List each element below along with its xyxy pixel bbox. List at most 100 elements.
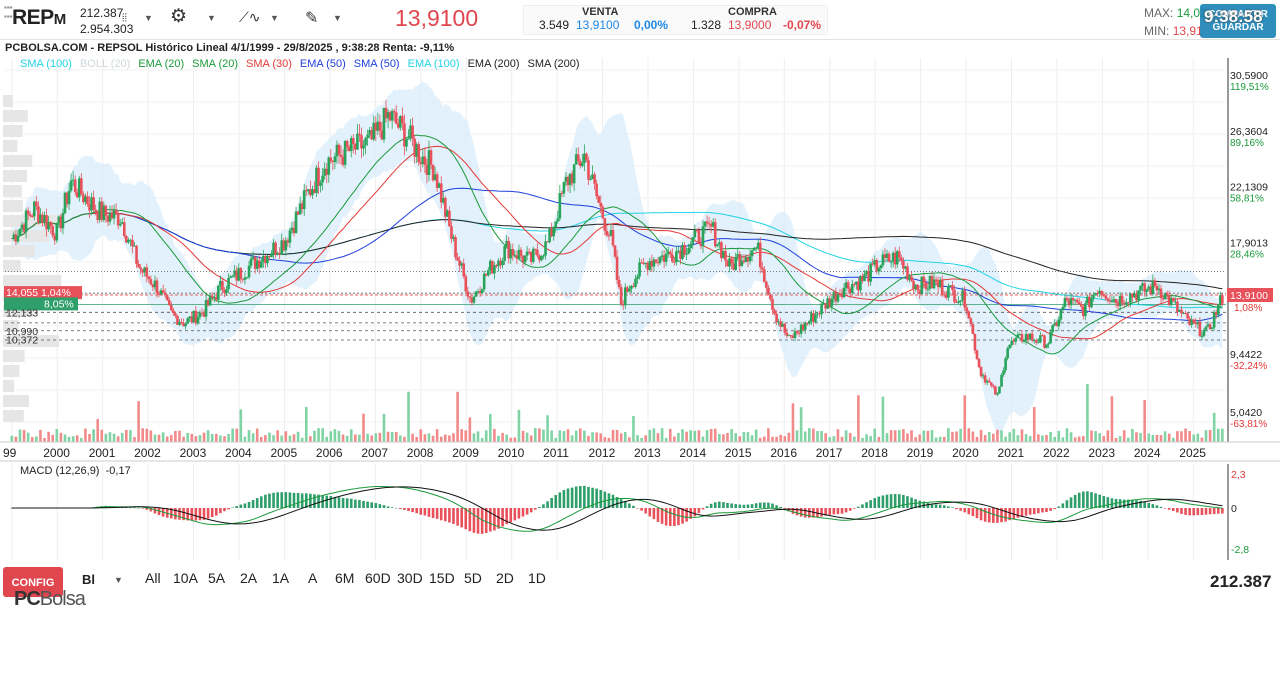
volume-bar [623, 432, 627, 442]
macd-histogram-bar [869, 500, 872, 508]
macd-tick-label: 2,3 [1231, 469, 1246, 481]
period-button-5A[interactable]: 5A [208, 570, 226, 586]
candle [159, 290, 163, 295]
candle [989, 382, 993, 386]
candle [368, 130, 371, 135]
chevron-down-icon[interactable]: ▼ [270, 13, 279, 23]
price-tick-label: 5,0420 [1230, 407, 1262, 419]
candle [49, 222, 52, 227]
candle [145, 267, 149, 277]
chart-type-icon[interactable]: ⦙⦙ [122, 12, 127, 24]
candle [12, 234, 16, 239]
interval-select[interactable]: Bl [82, 572, 95, 587]
x-tick-label: 2013 [634, 446, 661, 460]
legend-item-9[interactable]: SMA (200) [527, 58, 580, 70]
legend-item-5[interactable]: EMA (50) [299, 58, 346, 70]
draw-tools-icon[interactable]: ⟋∿ [239, 9, 261, 25]
volume-bar [39, 429, 42, 442]
volume-bar [718, 433, 721, 442]
ticker-symbol[interactable]: REPM [12, 6, 66, 29]
pencil-icon[interactable]: ✎ [305, 10, 319, 27]
candle [53, 235, 57, 241]
candle [243, 277, 247, 280]
candle [59, 216, 63, 229]
period-button-All[interactable]: All [145, 570, 161, 586]
candle [769, 294, 772, 300]
volume-bar [550, 430, 553, 442]
volume-bar [533, 428, 537, 442]
legend-item-1[interactable]: BOLL (20) [79, 58, 131, 70]
macd-histogram-bar [787, 508, 791, 512]
volume-bar [562, 431, 566, 442]
candle [247, 265, 251, 278]
candle [255, 260, 259, 269]
legend-item-4[interactable]: SMA (30) [246, 58, 292, 70]
volume-bar [71, 436, 75, 442]
chevron-down-icon[interactable]: ▼ [333, 13, 342, 23]
indicator-legend[interactable]: SMA (100) BOLL (20) EMA (20) SMA (20) SMA (3… [20, 58, 588, 70]
candle [726, 260, 729, 267]
candle [57, 216, 61, 223]
period-button-1A[interactable]: 1A [272, 570, 290, 586]
x-tick-label: 2024 [1134, 446, 1161, 460]
candle [1192, 319, 1196, 323]
candle [550, 228, 553, 237]
candle [775, 313, 778, 323]
macd-histogram-bar [329, 495, 333, 508]
macd-histogram-bar [664, 508, 668, 526]
legend-item-0[interactable]: SMA (100) [20, 58, 72, 70]
period-button-1D[interactable]: 1D [528, 570, 546, 586]
volume-bar [599, 433, 603, 442]
legend-item-6[interactable]: SMA (50) [353, 58, 400, 70]
macd-histogram-bar [501, 508, 504, 527]
macd-histogram-bar [358, 499, 361, 508]
macd-histogram-bar [1037, 508, 1040, 514]
macd-histogram-bar [705, 506, 709, 508]
volume-bar [198, 435, 202, 442]
legend-item-3[interactable]: SMA (20) [192, 58, 239, 70]
volume-bar [1167, 433, 1171, 442]
x-tick-label: 2023 [1088, 446, 1115, 460]
chevron-down-icon[interactable]: ▼ [114, 575, 123, 585]
candle [910, 276, 913, 281]
candle [480, 289, 484, 294]
volume-bar [587, 435, 590, 442]
volume-bar [288, 435, 292, 442]
volume-bar [857, 395, 860, 442]
period-button-30D[interactable]: 30D [397, 570, 423, 586]
candle [431, 164, 435, 181]
chevron-down-icon[interactable]: ▼ [207, 13, 216, 23]
macd-histogram-bar [1008, 508, 1012, 521]
period-button-2D[interactable]: 2D [496, 570, 514, 586]
candle [165, 295, 169, 300]
period-button-15D[interactable]: 15D [429, 570, 455, 586]
macd-histogram-bar [902, 494, 905, 508]
candle [920, 276, 924, 295]
gear-icon[interactable]: ⚙ [170, 6, 188, 27]
legend-item-2[interactable]: EMA (20) [138, 58, 185, 70]
period-button-10A[interactable]: 10A [173, 570, 198, 586]
candle [908, 276, 911, 280]
candle [985, 380, 989, 383]
legend-item-7[interactable]: EMA (100) [407, 58, 460, 70]
legend-item-8[interactable]: EMA (200) [467, 58, 520, 70]
period-button-60D[interactable]: 60D [365, 570, 391, 586]
candle [615, 256, 619, 280]
volume-bar [730, 429, 733, 442]
macd-histogram-bar [1176, 508, 1179, 513]
candle [257, 260, 261, 268]
macd-histogram-bar [942, 505, 946, 508]
period-button-5D[interactable]: 5D [464, 570, 482, 586]
period-button-6M[interactable]: 6M [335, 570, 355, 586]
candle [108, 213, 112, 222]
volume-bar [439, 436, 443, 442]
candle [315, 167, 318, 194]
config-button[interactable]: CONFIG [3, 567, 63, 597]
candle [270, 254, 273, 258]
candle [936, 281, 940, 288]
period-button-A[interactable]: A [308, 570, 318, 586]
chevron-down-icon[interactable]: ▼ [144, 13, 153, 23]
period-button-2A[interactable]: 2A [240, 570, 258, 586]
share-save-button[interactable]: COMPARTIR GUARDAR [1200, 4, 1276, 38]
